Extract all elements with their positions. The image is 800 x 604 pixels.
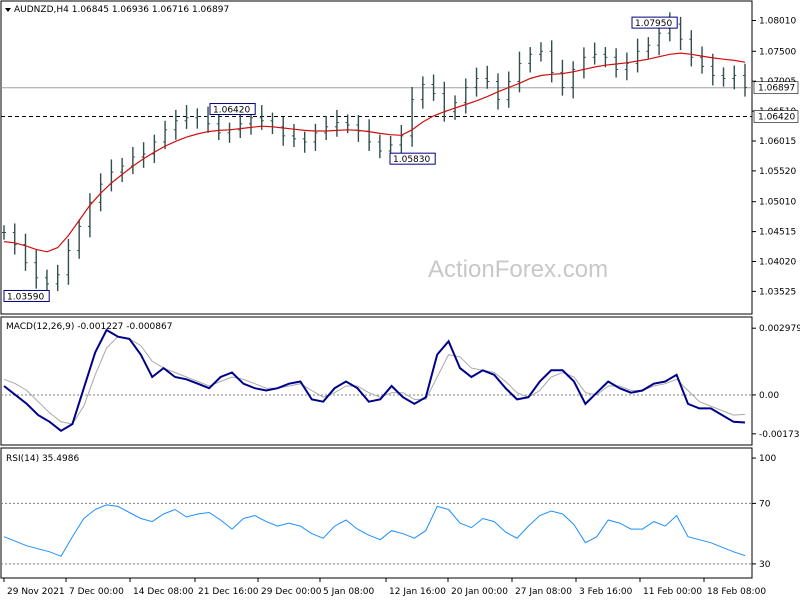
rsi-y-tick-label: 100 <box>759 454 776 464</box>
moving-average-line <box>3 52 746 253</box>
symbol-dropdown-icon[interactable] <box>5 8 11 12</box>
x-tick-label: 14 Dec 08:00 <box>133 587 194 597</box>
macd-line <box>3 328 746 433</box>
macd-panel-frame <box>0 316 753 446</box>
high-annotation-label-box <box>631 16 678 29</box>
x-axis: 29 Nov 2021 7 Dec 00:00 14 Dec 08:00 21 Dec… <box>3 578 766 597</box>
price-y-tick-label: 1.03525 <box>759 287 796 297</box>
rsi-title: RSI(14) 35.4986 <box>6 454 79 464</box>
price-title: AUDNZD,H4 1.06845 1.06936 1.06716 1.0689… <box>14 5 229 15</box>
rsi-panel-frame <box>0 447 753 579</box>
x-tick-label: 20 Jan 00:00 <box>451 587 508 597</box>
macd-y-tick-label: 0.002979 <box>759 324 800 334</box>
macd-signal-line <box>3 336 746 425</box>
x-tick-label: 21 Dec 16:00 <box>198 587 259 597</box>
current-price-tag-box <box>753 81 799 95</box>
swing-low-annotation-label-box <box>389 152 436 165</box>
price-y-tick-label: 1.05520 <box>759 167 796 177</box>
macd-y-tick-label: -0.001735 <box>759 430 800 440</box>
price-layer: 1.080101.075001.070051.065101.060151.055… <box>1 12 799 302</box>
resistance-annotation-label: 1.06420 <box>213 106 250 116</box>
price-y-tick-label: 1.06015 <box>759 137 796 147</box>
x-tick-label: 7 Dec 00:00 <box>69 587 124 597</box>
price-y-tick-label: 1.08010 <box>759 16 796 26</box>
macd-layer: 0.002979 0.00 -0.001735 <box>1 324 800 440</box>
resistance-annotation-label-box <box>209 103 256 116</box>
x-tick-label: 18 Feb 08:00 <box>707 587 766 597</box>
low-annotation-label-box <box>3 289 50 302</box>
x-tick-label: 12 Jan 16:00 <box>389 587 446 597</box>
rsi-line <box>3 504 746 557</box>
x-tick-label: 29 Nov 2021 <box>7 587 65 597</box>
rsi-y-tick-label: 70 <box>759 499 771 509</box>
price-y-tick-label: 1.04515 <box>759 228 796 238</box>
price-y-tick-label: 1.05010 <box>759 198 796 208</box>
watermark: ActionForex.com <box>428 256 608 283</box>
price-panel-frame <box>0 0 753 315</box>
macd-title: MACD(12,26,9) -0.001227 -0.000867 <box>6 322 172 332</box>
x-tick-label: 3 Feb 16:00 <box>579 587 633 597</box>
x-tick-label: 5 Jan 08:00 <box>323 587 375 597</box>
swing-low-annotation-label: 1.05830 <box>393 155 430 165</box>
rsi-y-tick-label: 30 <box>759 560 771 570</box>
support-price-tag: 1.06420 <box>758 113 795 123</box>
low-annotation-label: 1.03590 <box>7 292 44 302</box>
price-y-tick-label: 1.04020 <box>759 257 796 267</box>
current-price-tag: 1.06897 <box>758 84 795 94</box>
support-price-tag-box <box>753 110 799 123</box>
rsi-layer: 100 70 30 <box>1 454 776 570</box>
price-y-tick-label: 1.07500 <box>759 47 796 57</box>
x-tick-label: 27 Jan 08:00 <box>515 587 572 597</box>
x-tick-label: 11 Feb 00:00 <box>643 587 702 597</box>
macd-y-tick-label: 0.00 <box>759 391 779 401</box>
x-tick-label: 29 Dec 00:00 <box>261 587 322 597</box>
high-annotation-label: 1.07950 <box>635 19 672 29</box>
